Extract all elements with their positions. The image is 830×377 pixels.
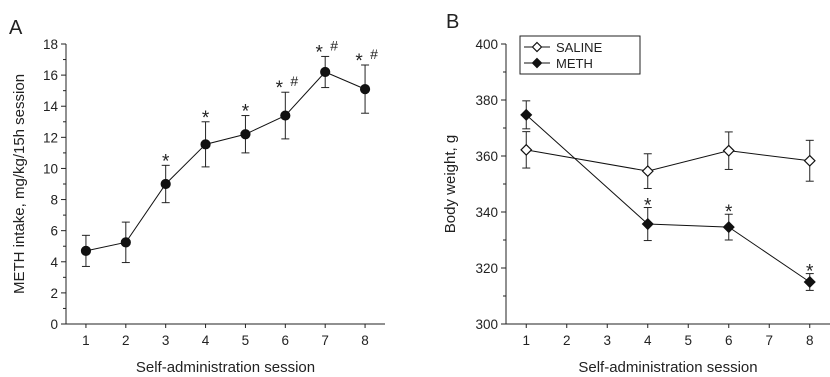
panel-a-x-tick-label: 2 [122,333,130,348]
panel-a-x-tick-label: 8 [361,333,369,348]
panel-b-x-axis-title: Self-administration session [578,359,757,376]
panel-a-x-axis-title: Self-administration session [136,359,315,376]
panel-a-intake-point [120,237,131,248]
panel-a-intake-point [359,84,371,95]
panel-a-intake-point [240,129,251,140]
panel-a-x-tick-label: 7 [321,333,329,348]
panel-b-meth-point [803,275,816,289]
panel-b-x-tick-label: 8 [806,333,814,348]
panel-a-significance-star: * [315,42,323,63]
panel-b-meth-point [641,217,654,231]
legend-meth-marker [531,57,543,69]
panel-b-chart: B 1 2 3 4 5 6 7 8 300 320 340 360 380 400 * * * SALINEM… [442,11,830,376]
panel-b-saline-point [803,154,816,167]
panel-a-y-tick-label: 14 [43,99,59,114]
panel-a-x-tick-label: 4 [202,333,210,348]
panel-a-significance-star: * [242,102,250,123]
panel-a-intake-point [200,139,211,150]
panel-a-y-tick-label: 16 [43,68,58,83]
panel-a-y-tick-label: 8 [50,193,58,208]
panel-b-x-tick-label: 6 [725,333,733,348]
legend-meth-label: METH [556,56,593,71]
panel-a-significance-star: * [202,108,210,129]
panel-a-significance-star: * [162,151,170,172]
panel-a-y-tick-label: 18 [43,37,58,52]
panel-a-y-tick-label: 2 [50,286,58,301]
panel-b-ticks: 1 2 3 4 5 6 7 8 300 320 340 360 380 400 [475,37,813,348]
panel-b-y-tick-label: 360 [475,149,498,164]
panel-a-significance-hash: # [330,37,338,53]
panel-a-y-axis-title: METH intake, mg/kg/15h session [11,74,28,294]
panel-a-y-tick-label: 4 [50,255,58,270]
panel-a-x-tick-label: 3 [162,333,170,348]
panel-b-y-tick-label: 400 [475,37,498,52]
legend-saline-label: SALINE [556,40,603,55]
panel-b-saline-point [641,165,654,178]
panel-b-annotations: * * * [644,196,814,283]
panel-b-letter: B [446,11,459,33]
panel-a-y-tick-label: 12 [43,130,58,145]
panel-b-y-tick-label: 320 [475,261,498,276]
panel-b-y-tick-label: 340 [475,205,498,220]
panel-b-meth-point [520,108,533,121]
panel-a-significance-hash: # [290,73,298,89]
panel-a-intake-line [85,71,366,252]
panel-b-series [520,100,816,291]
panel-a-significance-star: * [355,51,363,72]
panel-b-y-axis-title: Body weight, g [442,135,459,233]
panel-a-significance-hash: # [370,46,378,62]
panel-b-x-tick-label: 5 [684,333,692,348]
panel-b-significance-star: * [644,196,652,217]
panel-b-x-tick-label: 4 [644,333,652,348]
panel-a-intake-point [320,66,331,78]
panel-b-saline-line [526,149,810,172]
panel-a-series [80,55,371,267]
panel-a-annotations: * * * * # * # * # [162,37,378,172]
panel-a-intake-point [80,245,92,256]
panel-b-y-tick-label: 380 [475,93,498,108]
panel-a-x-tick-label: 6 [282,333,290,348]
panel-b-x-tick-label: 7 [765,333,773,348]
panel-b-saline-point [520,143,533,156]
panel-a-intake-point [160,178,171,190]
panel-a-y-tick-label: 6 [50,224,58,239]
panel-a-x-tick-label: 1 [82,333,90,348]
panel-a-y-tick-label: 0 [50,317,58,332]
legend-box [519,35,641,75]
panel-b-meth-point [722,221,735,234]
panel-b-y-tick-label: 300 [475,317,498,332]
panel-b-x-tick-label: 3 [603,333,611,348]
panel-b-meth-line [525,114,811,283]
panel-a-letter: A [9,17,23,39]
panel-b-saline-point [722,144,735,157]
panel-a-intake-point [280,110,291,121]
panel-b-significance-star: * [725,202,733,223]
panel-b-x-tick-label: 1 [522,333,530,348]
panel-a-x-tick-label: 5 [242,333,250,348]
panel-a-significance-star: * [276,78,284,99]
panel-b-significance-star: * [806,262,814,283]
panel-a-y-tick-label: 10 [43,161,58,176]
panel-b-x-tick-label: 2 [563,333,571,348]
legend-saline-marker [531,41,543,53]
